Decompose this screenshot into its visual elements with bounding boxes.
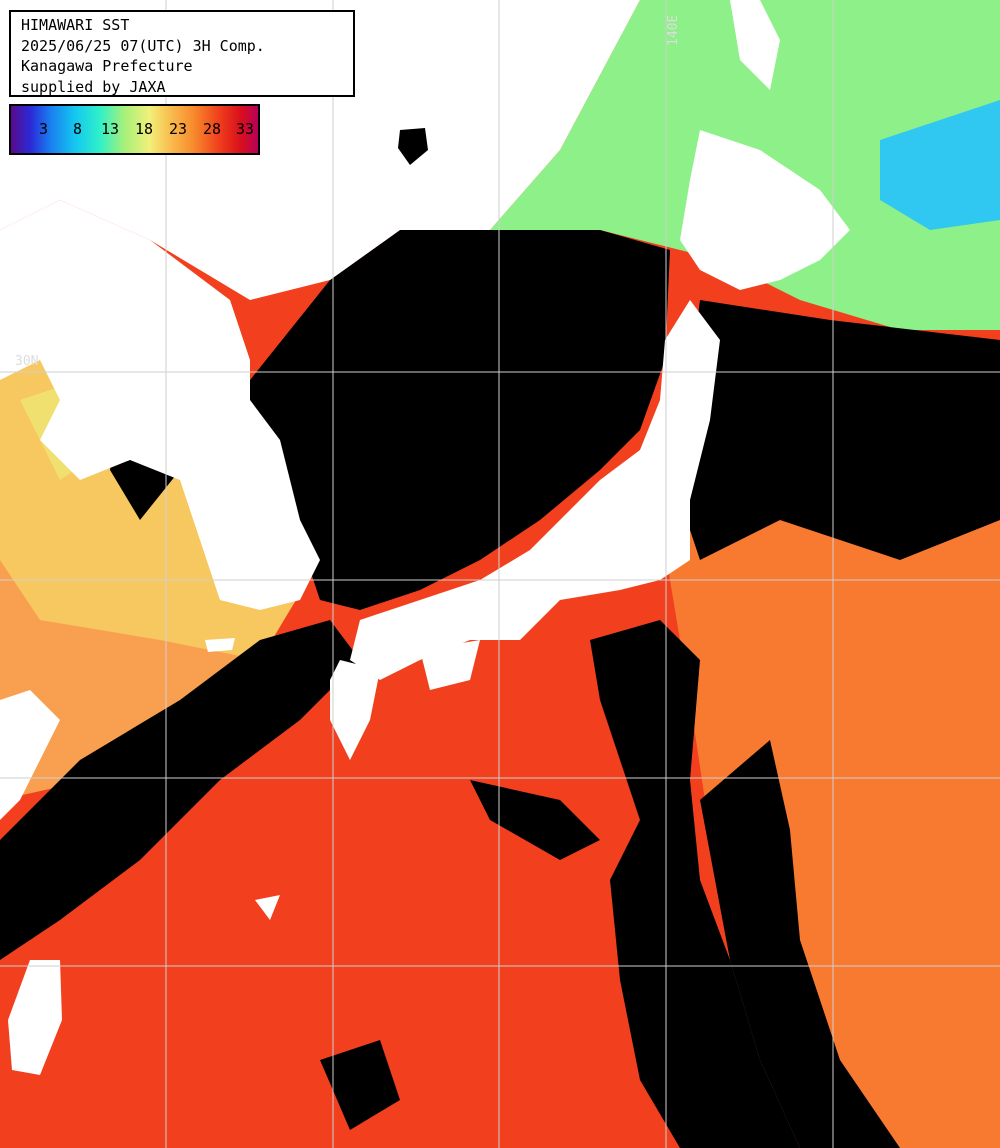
colorbar-labels: 3 8 13 18 23 28 33 (11, 106, 258, 153)
colorbar-label: 13 (101, 120, 120, 138)
land-okinawa (255, 895, 280, 920)
colorbar-label: 33 (236, 120, 255, 138)
cloud-ryukyu-band (470, 780, 600, 860)
cloud-band-southwest (0, 620, 360, 960)
cold-sea-patch (880, 100, 1000, 230)
longitude-label: 140E (666, 14, 681, 46)
cloud-east-pacific (670, 300, 1000, 560)
land-shikoku (420, 640, 480, 690)
colorbar-label: 3 (39, 120, 49, 138)
land-ulleung (398, 128, 428, 165)
latitude-label: 30N (15, 354, 39, 369)
land-korea-china (0, 200, 320, 610)
land-taiwan (8, 960, 62, 1075)
colorbar-label: 23 (169, 120, 188, 138)
colorbar-label: 28 (203, 120, 222, 138)
land-hokkaido (680, 130, 850, 290)
land-jeju (205, 638, 235, 652)
land-china-coast (0, 690, 60, 820)
colorbar-label: 8 (73, 120, 83, 138)
observation-time: 2025/06/25 07(UTC) 3H Comp. (21, 36, 265, 55)
map-info-box: HIMAWARI SST 2025/06/25 07(UTC) 3H Comp.… (9, 10, 355, 97)
land-honshu (350, 300, 720, 680)
cloud-south-patch (320, 1040, 400, 1130)
product-title: HIMAWARI SST (21, 16, 130, 34)
land-sakhalin (730, 0, 780, 90)
cloud-plume-southeast (700, 740, 900, 1148)
data-supplier: supplied by JAXA (21, 77, 166, 96)
cloud-band-south (590, 620, 800, 1148)
cloud-sea-of-japan (250, 230, 670, 610)
colorbar-label: 18 (135, 120, 154, 138)
temperature-colorbar: 3 8 13 18 23 28 33 (9, 104, 260, 155)
provider-prefecture: Kanagawa Prefecture (21, 57, 193, 75)
land-kyushu (330, 660, 380, 760)
